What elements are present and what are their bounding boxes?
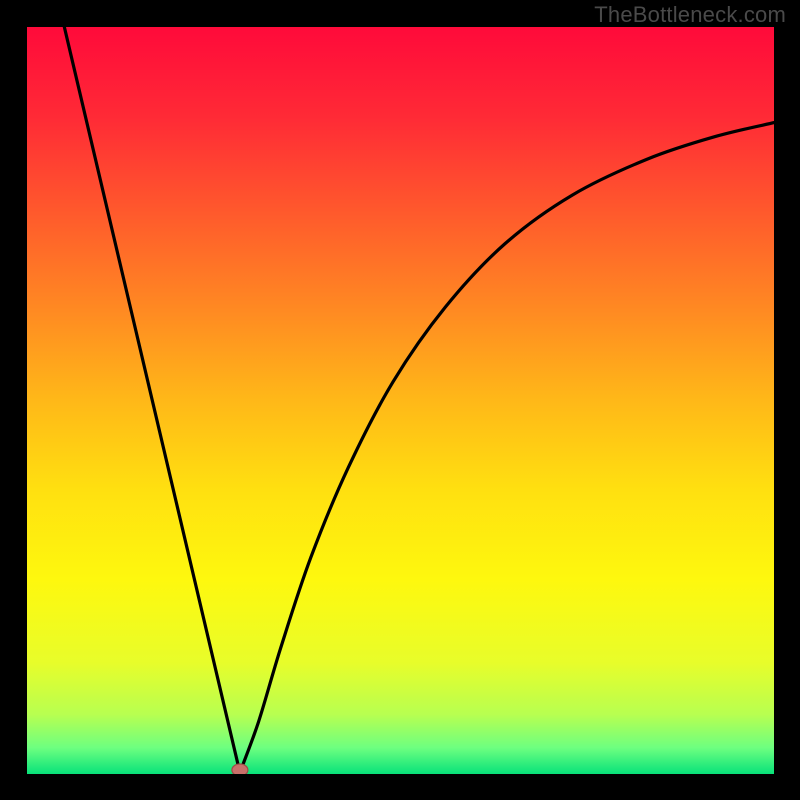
chart-svg bbox=[27, 27, 774, 774]
chart-container: { "watermark": { "text": "TheBottleneck.… bbox=[0, 0, 800, 800]
plot-area bbox=[27, 27, 774, 774]
watermark-text: TheBottleneck.com bbox=[594, 2, 786, 28]
gradient-background bbox=[27, 27, 774, 774]
minimum-marker bbox=[232, 764, 248, 774]
